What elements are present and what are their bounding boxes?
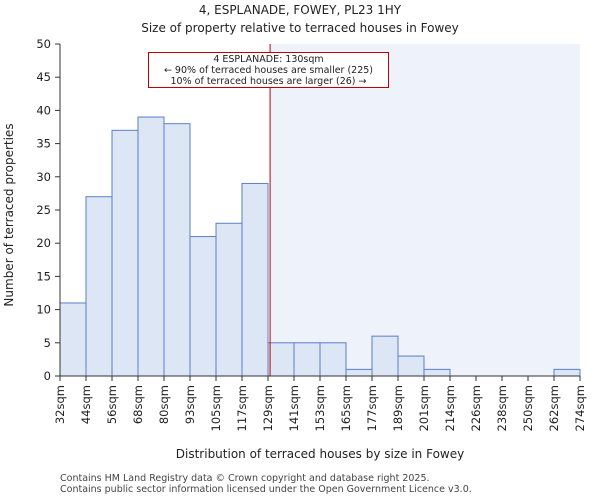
bar-153sqm [319,342,347,377]
y-tick-label: 40 [36,103,51,117]
annotation-line-3: 10% of terraced houses are larger (26) → [170,76,367,87]
y-tick-label: 30 [36,170,51,184]
x-tick-label: 214sqm [443,385,457,431]
bar-105sqm [215,222,243,377]
bar-262sqm [553,368,581,377]
x-tick-label: 250sqm [521,385,535,431]
bar-165sqm [345,368,373,377]
x-tick-label: 105sqm [209,385,223,431]
y-tick-label: 45 [36,70,51,84]
x-tick-label: 189sqm [391,385,405,431]
footer-licence: Contains public sector information licen… [60,484,472,495]
y-axis-label: Number of terraced properties [2,123,16,306]
axes-group: 0 5 10 15 20 25 30 35 40 45 50 32sqm 44sqm 56sqm 68sqm… [36,37,587,431]
bar-189sqm [397,355,425,377]
x-tick-label: 177sqm [365,385,379,431]
y-tick-label: 20 [36,236,51,250]
chart-title: 4, ESPLANADE, FOWEY, PL23 1HY [198,3,402,17]
bars-group [59,116,581,377]
bar-177sqm [371,335,399,377]
bar-80sqm [163,123,191,377]
x-tick-label: 56sqm [105,385,119,424]
bar-93sqm [189,236,217,377]
annotation-line-1: 4 ESPLANADE: 130sqm [213,54,324,65]
y-tick-label: 10 [36,303,51,317]
larger-properties-region [270,44,580,376]
y-tick-label: 5 [44,336,51,350]
y-tick-label: 15 [36,269,51,283]
y-tick-label: 50 [36,37,51,51]
bar-44sqm [85,196,113,377]
x-tick-label: 201sqm [417,385,431,431]
x-tick-label: 262sqm [547,385,561,431]
chart-subtitle: Size of property relative to terraced ho… [141,21,459,35]
x-axis-label: Distribution of terraced houses by size … [176,447,464,461]
x-tick-label: 93sqm [183,385,197,424]
y-tick-label: 35 [36,137,51,151]
x-tick-label: 238sqm [495,385,509,431]
bar-32sqm [59,302,87,377]
x-tick-label: 141sqm [287,385,301,431]
x-tick-label: 68sqm [131,385,145,424]
x-tick-label: 32sqm [53,385,67,424]
x-tick-label: 44sqm [79,385,93,424]
footer-copyright: Contains HM Land Registry data © Crown c… [60,473,430,484]
x-tick-label: 165sqm [339,385,353,431]
x-tick-label: 129sqm [261,385,275,431]
x-tick-label: 80sqm [157,385,171,424]
histogram-chart: 0 5 10 15 20 25 30 35 40 45 50 32sqm 44sqm 56sqm 68sqm… [2,37,587,461]
bar-56sqm [111,129,139,377]
property-annotation: 4 ESPLANADE: 130sqm ← 90% of terraced ho… [148,52,389,88]
annotation-line-2: ← 90% of terraced houses are smaller (22… [163,65,374,76]
x-tick-label: 274sqm [573,385,587,431]
x-tick-label: 153sqm [313,385,327,431]
bar-68sqm [137,116,165,377]
x-tick-label: 117sqm [235,385,249,431]
y-tick-label: 25 [36,203,51,217]
y-tick-label: 0 [44,369,51,383]
bar-129sqm [267,342,295,377]
bar-117sqm [241,182,269,377]
bar-201sqm [423,368,451,377]
x-tick-label: 226sqm [469,385,483,431]
bar-141sqm [293,342,321,377]
